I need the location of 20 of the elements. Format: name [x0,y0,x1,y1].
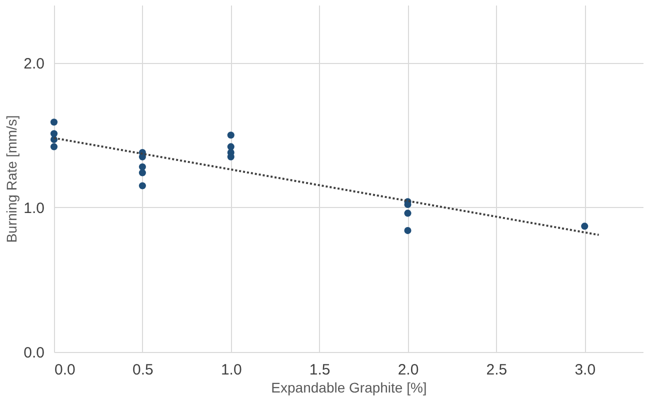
x-tick-label: 1.5 [309,362,330,378]
x-tick-label: 0.0 [54,362,76,378]
point [50,143,58,150]
point [138,169,146,176]
y-tick-label: 1.0 [24,200,44,217]
point [404,227,412,234]
y-tick-label: 2.0 [24,55,44,72]
point [138,182,146,190]
x-tick-label: 2.5 [486,362,508,378]
x-tick-label: 3.0 [574,362,596,378]
point [581,222,588,230]
point [227,132,234,139]
y-axis-title: Burning Rate [mm/s] [4,115,20,243]
x-axis-title: Expandable Graphite [%] [271,380,427,396]
x-tick-label: 2.0 [398,362,419,378]
x-tick-label: 1.0 [220,362,242,378]
point [50,118,58,126]
point [404,210,412,217]
x-tick-label: 0.5 [132,362,154,378]
y-tick-label: 0.0 [24,344,44,362]
